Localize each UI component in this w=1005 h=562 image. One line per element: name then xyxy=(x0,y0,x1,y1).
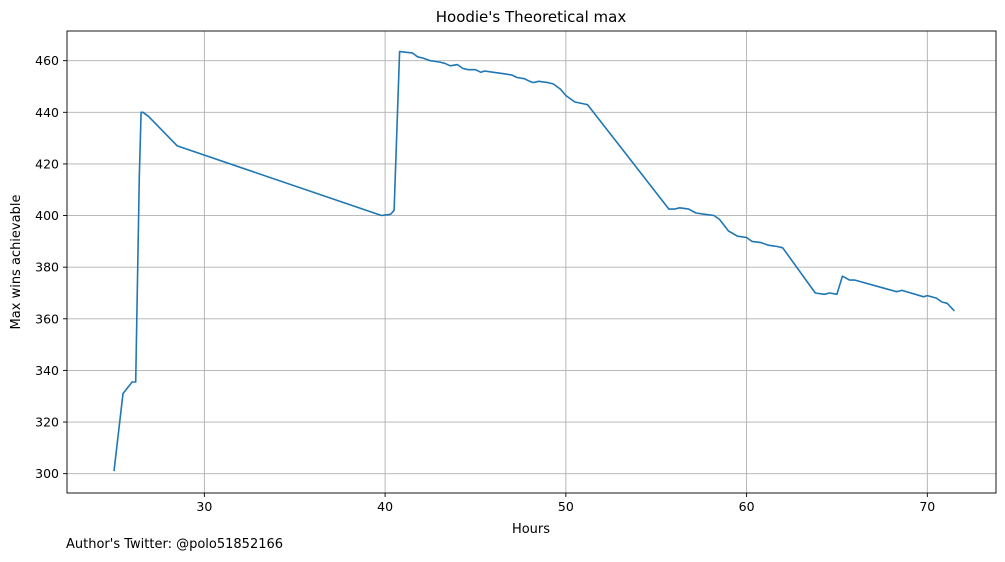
plot-frame xyxy=(66,30,997,494)
y-tick-label: 340 xyxy=(35,363,59,378)
x-tick-label: 30 xyxy=(196,499,212,514)
y-tick-label: 460 xyxy=(35,53,59,68)
grid-lines xyxy=(67,31,996,493)
author-footnote: Author's Twitter: @polo51852166 xyxy=(66,537,284,552)
y-tick-label: 360 xyxy=(35,311,59,326)
chart-title: Hoodie's Theoretical max xyxy=(436,8,627,26)
x-axis-title: Hours xyxy=(512,522,550,537)
x-tick-label: 70 xyxy=(919,499,935,514)
y-tick-label: 420 xyxy=(35,156,59,171)
y-tick-label: 300 xyxy=(35,466,59,481)
y-axis-title: Max wins achievable xyxy=(9,195,24,330)
x-tick-label: 50 xyxy=(558,499,574,514)
y-tick-label: 400 xyxy=(35,208,59,223)
x-tick-label: 40 xyxy=(377,499,393,514)
y-tick-label: 440 xyxy=(35,105,59,120)
x-tick-label: 60 xyxy=(739,499,755,514)
y-tick-label: 380 xyxy=(35,260,59,275)
series-line xyxy=(113,50,955,472)
x-axis-ticks: 30 40 50 60 70 xyxy=(196,493,935,514)
y-tick-label: 320 xyxy=(35,415,59,430)
y-axis-ticks: 300 320 340 360 380 400 420 440 460 xyxy=(35,53,67,481)
